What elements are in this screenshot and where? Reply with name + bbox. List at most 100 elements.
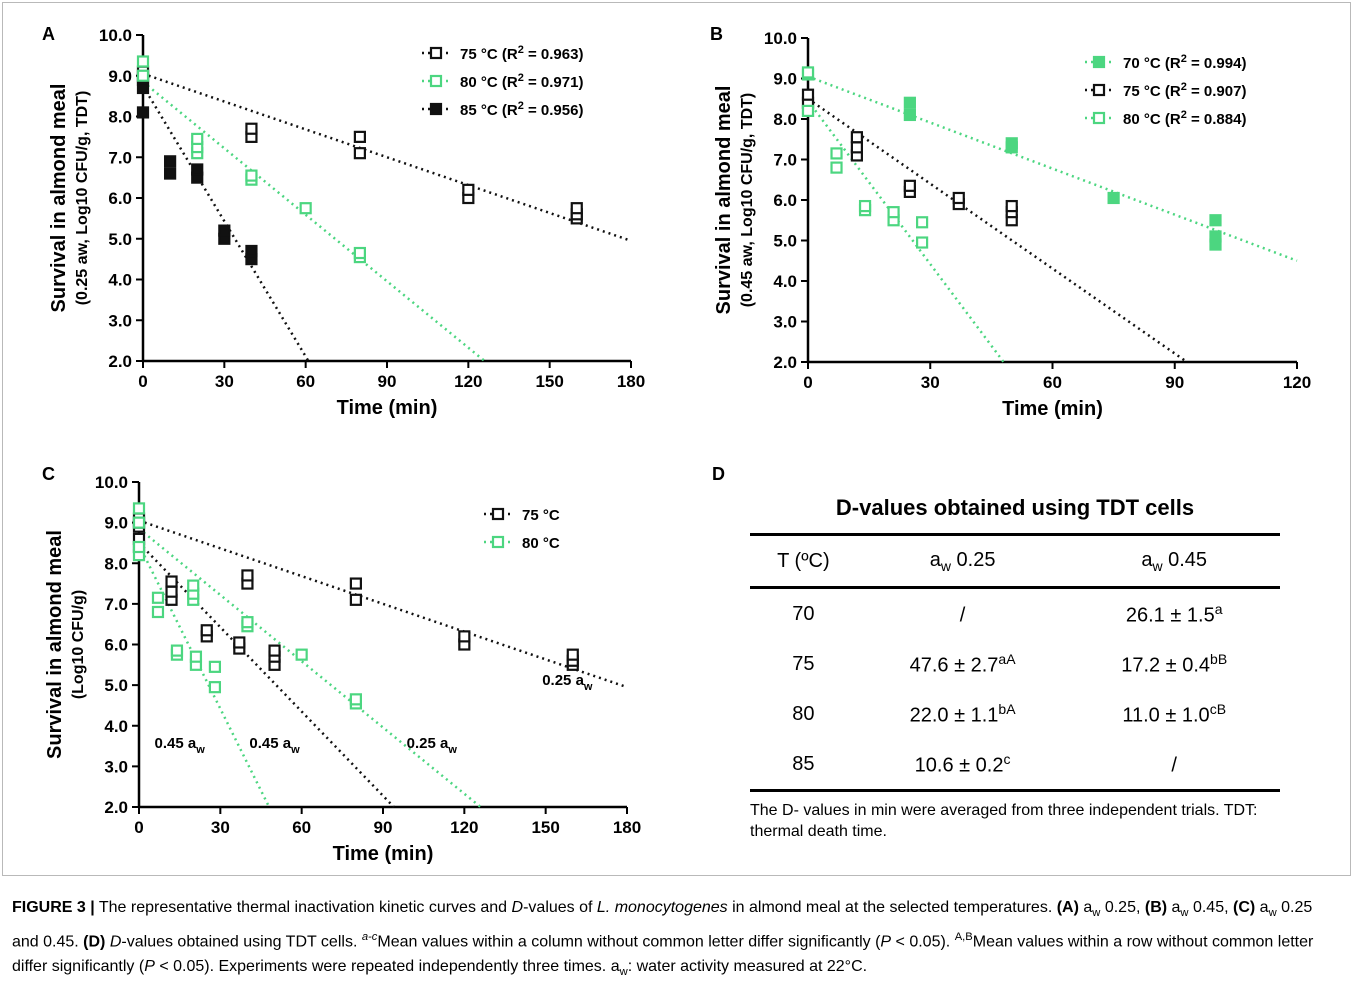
- header-aw-045: aw 0.45: [1068, 533, 1280, 589]
- y-tick-label: 8.0: [108, 108, 132, 127]
- legend-label: 75 °C: [522, 507, 560, 524]
- x-tick-label: 120: [1283, 373, 1311, 392]
- data-point: [801, 104, 815, 118]
- legend-text: = 0.994): [1187, 55, 1247, 72]
- legend-text: 80 °C (R: [1123, 111, 1181, 128]
- cell-aw-045: 17.2 ± 0.4bB: [1121, 650, 1228, 677]
- data-point: [566, 648, 579, 661]
- data-point: [462, 183, 475, 196]
- y-tick-label: 9.0: [104, 514, 128, 533]
- data-point: [151, 591, 165, 604]
- y-tick-label: 3.0: [108, 311, 132, 330]
- y-tick-label: 10.0: [764, 29, 797, 48]
- data-point: [903, 179, 916, 192]
- data-point: [295, 648, 308, 661]
- y-tick-label: 7.0: [773, 151, 797, 170]
- data-point: [353, 147, 366, 160]
- x-axis-title: Time (min): [333, 843, 434, 865]
- data-point: [915, 236, 929, 249]
- x-tick-label: 30: [215, 372, 234, 391]
- cell-temp: 75: [792, 652, 815, 675]
- table-note: The D- values in min were averaged from …: [750, 802, 1258, 840]
- data-point: [887, 206, 900, 219]
- fit-line: [807, 97, 1188, 364]
- legend-label: 75 °C (R2 = 0.963): [460, 44, 583, 63]
- legend-superscript: 2: [1181, 53, 1187, 65]
- x-tick-label: 150: [535, 372, 563, 391]
- legend-marker: [429, 46, 443, 60]
- y-tick-label: 3.0: [773, 313, 797, 332]
- table-header-row: T (ºC) aw 0.25 aw 0.45: [750, 533, 1280, 589]
- y-tick-label: 9.0: [773, 70, 797, 89]
- y-tick-label: 4.0: [773, 272, 797, 291]
- x-tick-label: 0: [803, 373, 812, 392]
- legend-text: = 0.884): [1187, 111, 1247, 128]
- x-tick-label: 30: [921, 373, 940, 392]
- y-tick-label: 5.0: [104, 676, 128, 695]
- data-point: [165, 585, 178, 598]
- panel-b-chart: B 0 30 60 90 120 2.0 3.0 4.0 5.0 6.0 7.0 8.0 9.0 10.0 T…: [710, 24, 1311, 420]
- data-point: [208, 681, 222, 694]
- annotation-text: 0.25 a: [542, 672, 584, 689]
- cell-aw-025: 22.0 ± 1.1bA: [909, 700, 1016, 727]
- header-temperature: T (ºC): [750, 533, 857, 589]
- fit-line: [137, 544, 271, 808]
- fit-annotation: 0.25 aw: [407, 735, 458, 756]
- annotation-text: 0.45 a: [155, 735, 197, 752]
- data-point: [164, 167, 177, 180]
- x-tick-label: 60: [296, 372, 315, 391]
- fit-line: [142, 80, 486, 362]
- table-row: 70 / 26.1 ± 1.5a: [750, 588, 1280, 640]
- data-point: [903, 96, 916, 109]
- x-axis-title: Time (min): [337, 397, 438, 419]
- legend-text: = 0.907): [1187, 83, 1247, 100]
- legend-text: = 0.971): [524, 74, 584, 91]
- legend-label: 75 °C (R2 = 0.907): [1123, 81, 1246, 100]
- y-axis-title: Survival in almond meal: [48, 84, 70, 313]
- panel-label: C: [42, 464, 55, 484]
- data-point: [952, 191, 965, 205]
- y-tick-label: 2.0: [104, 798, 128, 817]
- y-tick-label: 7.0: [104, 595, 128, 614]
- y-tick-label: 6.0: [104, 636, 128, 655]
- legend-text: 75 °C (R: [1123, 83, 1181, 100]
- fit-line: [138, 542, 395, 808]
- data-point: [801, 88, 815, 101]
- cell-temp: 80: [792, 702, 815, 725]
- data-point: [1005, 137, 1018, 150]
- legend-marker: [491, 507, 505, 521]
- data-point: [1209, 230, 1222, 243]
- charts-canvas: A 0 30 60 90 120 150 180 2.0 3.0 4.0 5.0 6.0 7.0 8.0 9.…: [42, 24, 1311, 865]
- legend-text: 70 °C (R: [1123, 55, 1181, 72]
- x-tick-label: 0: [138, 372, 147, 391]
- fit-line: [807, 75, 1298, 262]
- x-tick-label: 120: [450, 818, 478, 837]
- data-point: [299, 202, 312, 215]
- legend-text: 80 °C (R: [460, 74, 518, 91]
- data-point: [200, 624, 213, 637]
- data-point: [136, 81, 150, 95]
- x-tick-label: 30: [211, 818, 230, 837]
- fit-line: [138, 527, 482, 808]
- data-point: [1209, 214, 1222, 227]
- cell-aw-025: 47.6 ± 2.7aA: [909, 650, 1016, 677]
- y-axis-subtitle: (Log10 CFU/g): [70, 590, 87, 699]
- data-point: [1005, 199, 1018, 213]
- legend-marker: [429, 102, 443, 116]
- d-values-grid: T (ºC) aw 0.25 aw 0.45 70 / 26.1 ± 1.5a …: [750, 533, 1280, 792]
- y-tick-label: 8.0: [773, 110, 797, 129]
- y-tick-label: 6.0: [773, 191, 797, 210]
- legend-label: 80 °C (R2 = 0.971): [460, 72, 583, 91]
- legend-label: 85 °C (R2 = 0.956): [460, 100, 583, 119]
- y-axis-title: Survival in almond meal: [713, 86, 735, 315]
- fit-annotation: 0.25 aw: [542, 672, 593, 693]
- legend-superscript: 2: [518, 100, 524, 112]
- x-tick-label: 90: [1165, 373, 1184, 392]
- data-point: [191, 132, 204, 146]
- fit-line: [806, 100, 1005, 363]
- y-tick-label: 6.0: [108, 189, 132, 208]
- data-point: [850, 131, 864, 144]
- data-point: [136, 55, 150, 68]
- cell-aw-045: 11.0 ± 1.0cB: [1122, 700, 1227, 727]
- fit-line: [141, 85, 310, 362]
